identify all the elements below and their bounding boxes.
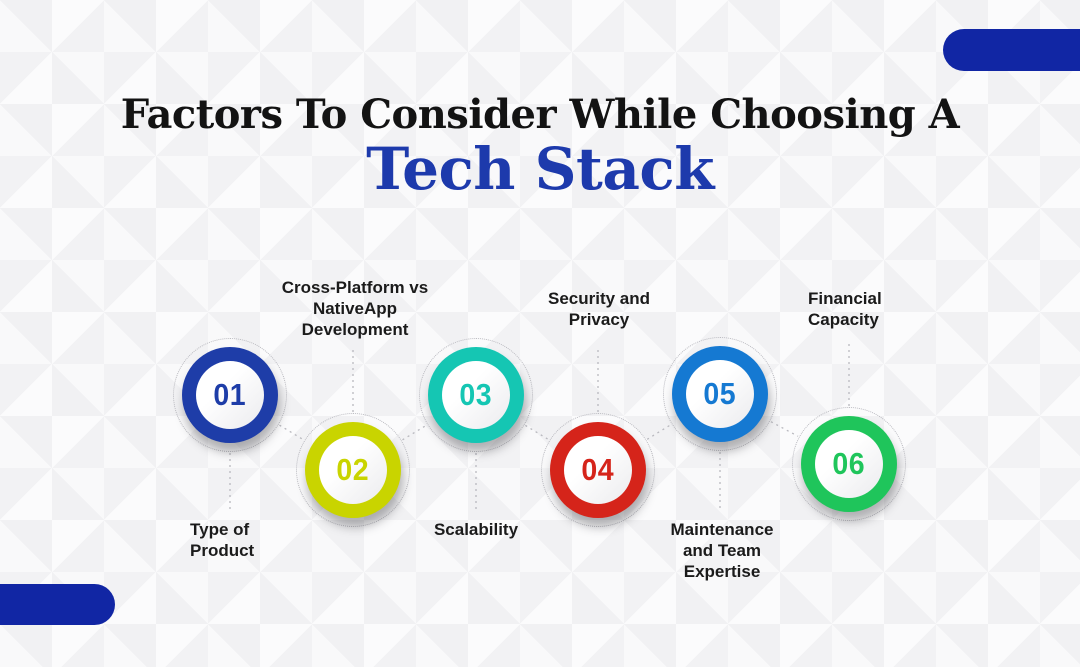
step-label-maintenance-team: Maintenance and Team Expertise bbox=[670, 520, 774, 581]
step-number: 05 bbox=[703, 376, 737, 411]
step-ring: 02 bbox=[305, 422, 401, 518]
step-label-financial-capacity: Financial Capacity bbox=[808, 289, 882, 329]
step-ring: 05 bbox=[672, 346, 768, 442]
step-inner-circle: 05 bbox=[686, 360, 754, 428]
title-block: Factors To Consider While Choosing A Tec… bbox=[0, 91, 1080, 203]
step-inner-circle: 06 bbox=[815, 430, 883, 498]
step-circle-02: 02 bbox=[296, 413, 410, 527]
dashed-ring bbox=[296, 413, 410, 527]
connector-line bbox=[525, 424, 549, 441]
step-circle-03: 03 bbox=[419, 338, 533, 452]
step-number: 01 bbox=[213, 377, 247, 412]
step-number: 04 bbox=[581, 452, 615, 487]
step-inner-circle: 02 bbox=[319, 436, 387, 504]
step-ring: 04 bbox=[550, 422, 646, 518]
step-number: 06 bbox=[832, 446, 866, 481]
step-inner-circle: 04 bbox=[564, 436, 632, 504]
dashed-ring bbox=[419, 338, 533, 452]
step-inner-circle: 03 bbox=[442, 361, 510, 429]
step-label-cross-platform: Cross-Platform vs NativeApp Development bbox=[281, 278, 429, 339]
step-ring: 01 bbox=[182, 347, 278, 443]
dashed-ring bbox=[792, 407, 906, 521]
step-label-type-of-product: Type of Product bbox=[190, 520, 255, 560]
step-number: 03 bbox=[459, 377, 493, 412]
page-subtitle: Tech Stack bbox=[366, 135, 714, 203]
step-label-scalability: Scalability bbox=[433, 520, 519, 539]
step-circle-01: 01 bbox=[173, 338, 287, 452]
step-inner-circle: 01 bbox=[196, 361, 264, 429]
step-circle-05: 05 bbox=[663, 337, 777, 451]
dashed-ring bbox=[541, 413, 655, 527]
step-number: 02 bbox=[336, 452, 370, 487]
connector-line bbox=[770, 421, 799, 437]
step-ring: 03 bbox=[428, 347, 524, 443]
page-title: Factors To Consider While Choosing A bbox=[120, 91, 960, 138]
dashed-ring bbox=[663, 337, 777, 451]
corner-pill-top-right bbox=[943, 29, 1080, 71]
corner-pill-bottom-left bbox=[0, 584, 115, 625]
connector-line bbox=[646, 424, 672, 440]
step-circle-04: 04 bbox=[541, 413, 655, 527]
dashed-ring bbox=[173, 338, 287, 452]
step-circle-06: 06 bbox=[792, 407, 906, 521]
step-label-security-privacy: Security and Privacy bbox=[547, 289, 651, 329]
step-ring: 06 bbox=[801, 416, 897, 512]
